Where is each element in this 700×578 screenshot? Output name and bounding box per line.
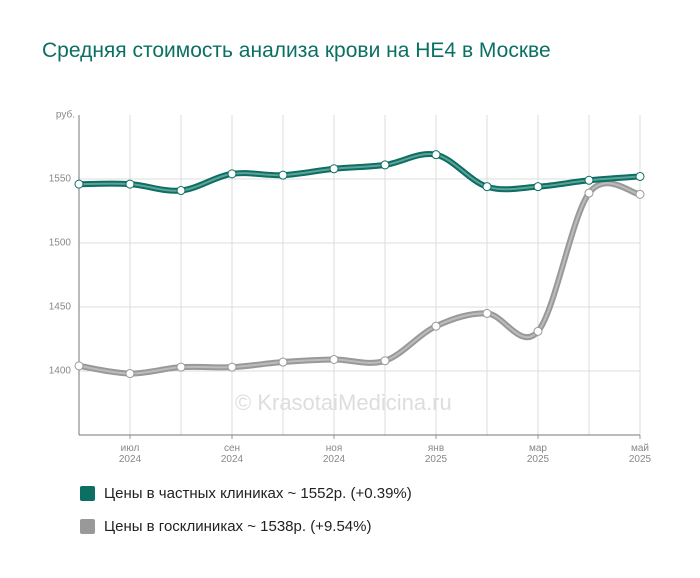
data-point: [380, 160, 390, 170]
data-point: [125, 179, 135, 189]
data-point: [176, 362, 186, 372]
x-tick-label: сен 2024: [220, 443, 244, 465]
data-point: [533, 326, 543, 336]
y-tick-label: 1550: [49, 174, 72, 185]
series-line-highlight: [78, 182, 641, 375]
chart-title: Средняя стоимость анализа крови на НЕ4 в…: [42, 39, 551, 62]
data-point: [74, 361, 84, 371]
data-point: [176, 186, 186, 196]
data-point: [380, 356, 390, 366]
data-point: [482, 308, 492, 318]
x-tick-label: янв 2025: [424, 443, 448, 465]
series-line: [78, 180, 641, 377]
legend-item: Цены в частных клиниках ~ 1552р. (+0.39%…: [80, 485, 412, 502]
data-point: [227, 169, 237, 179]
data-point: [431, 321, 441, 331]
data-point: [533, 182, 543, 192]
y-tick-label: 1450: [49, 302, 72, 313]
legend-label: Цены в частных клиниках ~ 1552р. (+0.39%…: [104, 485, 412, 502]
x-tick-label: мар 2025: [526, 443, 550, 465]
y-axis-label: руб.: [56, 109, 75, 121]
data-point: [584, 188, 594, 198]
x-tick-label: ноя 2024: [322, 443, 346, 465]
data-point: [125, 369, 135, 379]
data-point: [584, 175, 594, 185]
data-point: [329, 354, 339, 364]
y-tick-label: 1500: [49, 238, 72, 249]
watermark: © KrasotaiMedicina.ru: [235, 390, 452, 415]
legend-item: Цены в госклиниках ~ 1538р. (+9.54%): [80, 518, 371, 535]
data-point: [431, 150, 441, 160]
series-line-highlight: [78, 152, 641, 192]
legend-label: Цены в госклиниках ~ 1538р. (+9.54%): [104, 518, 372, 535]
legend-swatch: [80, 486, 95, 501]
data-point: [482, 182, 492, 192]
legend-swatch: [80, 519, 95, 534]
data-point: [74, 179, 84, 189]
data-point: [278, 170, 288, 180]
data-point: [278, 357, 288, 367]
y-tick-label: 1400: [49, 366, 72, 377]
x-tick-label: июл 2024: [118, 443, 142, 465]
data-point: [635, 189, 645, 199]
x-tick-label: май 2025: [628, 443, 652, 465]
data-point: [635, 171, 645, 181]
data-point: [329, 164, 339, 174]
data-point: [227, 362, 237, 372]
